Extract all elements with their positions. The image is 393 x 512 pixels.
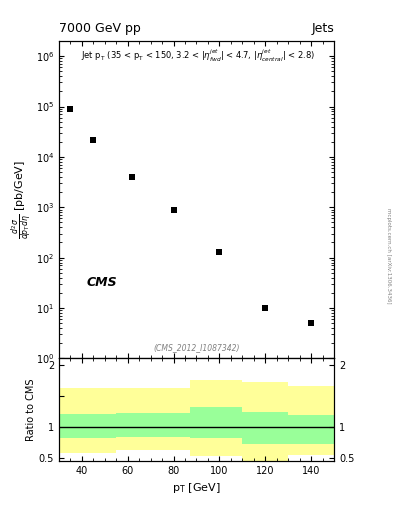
X-axis label: $\rm p_T$ [GeV]: $\rm p_T$ [GeV]: [172, 481, 221, 495]
Text: CMS: CMS: [86, 275, 117, 289]
Text: (CMS_2012_I1087342): (CMS_2012_I1087342): [153, 343, 240, 352]
Y-axis label: $\frac{d^2\sigma}{dp_T d\eta}$ [pb/GeV]: $\frac{d^2\sigma}{dp_T d\eta}$ [pb/GeV]: [10, 160, 33, 239]
Text: mcplots.cern.ch [arXiv:1306.3436]: mcplots.cern.ch [arXiv:1306.3436]: [386, 208, 391, 304]
Text: Jet $\rm p_T$ (35 < $\rm p_T$ < 150, 3.2 < $|\eta^{jet}_{fwd}|$ < 4.7, $|\eta^{j: Jet $\rm p_T$ (35 < $\rm p_T$ < 150, 3.2…: [81, 47, 315, 63]
Y-axis label: Ratio to CMS: Ratio to CMS: [26, 378, 36, 441]
Text: Jets: Jets: [311, 22, 334, 35]
Text: 7000 GeV pp: 7000 GeV pp: [59, 22, 141, 35]
